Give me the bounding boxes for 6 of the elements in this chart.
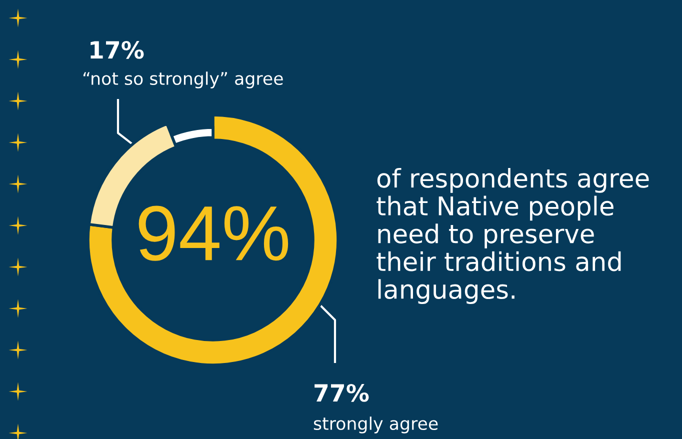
slice-label: “not so strongly” agree [83, 72, 283, 88]
text: 94% [138, 206, 288, 261]
data-label: 17% [90, 40, 144, 59]
slice-label: strongly agree [314, 416, 438, 434]
text: of respondents agree that Native people need to preserve their traditions and languages. [376, 168, 649, 304]
data-label: 77% [314, 384, 369, 402]
